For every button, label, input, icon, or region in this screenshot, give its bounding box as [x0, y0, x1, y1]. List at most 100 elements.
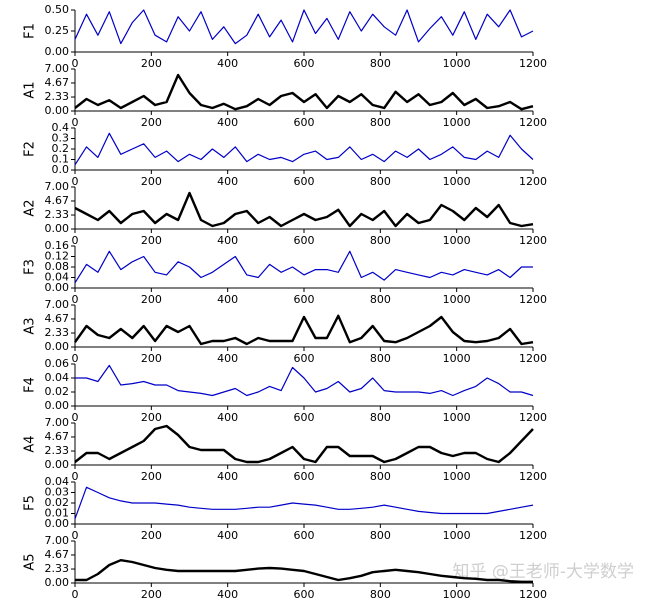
- x-tick-label: 400: [217, 234, 238, 247]
- x-tick-label: 600: [294, 529, 315, 542]
- x-tick-label: 1000: [443, 588, 471, 600]
- y-tick-label: 0.00: [45, 222, 70, 235]
- x-tick-label: 1200: [519, 411, 547, 424]
- y-axis-label: F4: [23, 377, 38, 393]
- x-tick-label: 600: [294, 470, 315, 483]
- x-tick-label: 1200: [519, 293, 547, 306]
- y-axis-label: F5: [23, 495, 38, 511]
- x-tick-label: 0: [72, 116, 79, 129]
- y-tick-label: 7.00: [45, 534, 70, 547]
- x-tick-label: 200: [141, 352, 162, 365]
- x-tick-label: 0: [72, 57, 79, 70]
- x-tick-label: 200: [141, 57, 162, 70]
- y-tick-label: 0.12: [45, 250, 70, 263]
- x-tick-label: 400: [217, 175, 238, 188]
- signal-line: [74, 486, 534, 520]
- x-tick-label: 0: [72, 234, 79, 247]
- y-tick-label: 0.04: [45, 475, 70, 488]
- x-tick-label: 0: [72, 293, 79, 306]
- y-tick-label: 0.0: [52, 163, 70, 176]
- x-tick-label: 200: [141, 175, 162, 188]
- x-tick-label: 0: [72, 470, 79, 483]
- y-tick-label: 0.06: [45, 357, 70, 370]
- x-tick-label: 200: [141, 293, 162, 306]
- signal-line: [74, 314, 534, 346]
- x-tick-label: 400: [217, 352, 238, 365]
- x-tick-label: 800: [370, 411, 391, 424]
- x-tick-label: 1000: [443, 470, 471, 483]
- y-axis-label: F1: [23, 23, 38, 39]
- x-tick-label: 1000: [443, 175, 471, 188]
- signal-line: [74, 73, 534, 111]
- x-tick-label: 1000: [443, 529, 471, 542]
- x-tick-label: 1000: [443, 411, 471, 424]
- x-tick-label: 400: [217, 411, 238, 424]
- x-tick-label: 600: [294, 234, 315, 247]
- y-tick-label: 7.00: [45, 416, 70, 429]
- x-tick-label: 200: [141, 588, 162, 600]
- x-tick-label: 1000: [443, 116, 471, 129]
- y-tick-label: 0.00: [45, 517, 70, 530]
- y-tick-label: 0.16: [45, 239, 70, 252]
- y-axis-label: A3: [23, 317, 38, 334]
- x-tick-label: 600: [294, 411, 315, 424]
- x-tick-label: 800: [370, 234, 391, 247]
- x-tick-label: 1000: [443, 293, 471, 306]
- y-tick-label: 0.02: [45, 496, 70, 509]
- y-tick-label: 0.00: [45, 340, 70, 353]
- y-axis-label: A4: [23, 435, 38, 452]
- x-tick-label: 600: [294, 175, 315, 188]
- x-tick-label: 1000: [443, 57, 471, 70]
- y-tick-label: 2.33: [45, 90, 70, 103]
- x-tick-label: 800: [370, 352, 391, 365]
- y-tick-label: 0.01: [45, 507, 70, 520]
- x-tick-label: 800: [370, 588, 391, 600]
- x-tick-label: 200: [141, 234, 162, 247]
- y-tick-label: 0.08: [45, 260, 70, 273]
- watermark: 知乎 @王老师-大学数学: [452, 562, 634, 582]
- y-tick-label: 0.00: [45, 458, 70, 471]
- x-tick-label: 800: [370, 175, 391, 188]
- x-tick-label: 400: [217, 293, 238, 306]
- x-tick-label: 1200: [519, 234, 547, 247]
- y-tick-label: 2.33: [45, 562, 70, 575]
- y-tick-label: 0.50: [45, 3, 70, 16]
- y-tick-label: 4.67: [45, 76, 70, 89]
- x-tick-label: 400: [217, 116, 238, 129]
- y-tick-label: 7.00: [45, 180, 70, 193]
- x-tick-label: 600: [294, 352, 315, 365]
- x-tick-label: 1200: [519, 116, 547, 129]
- x-tick-label: 600: [294, 57, 315, 70]
- y-tick-label: 0.03: [45, 486, 70, 499]
- x-tick-label: 0: [72, 352, 79, 365]
- y-tick-label: 0.00: [45, 399, 70, 412]
- y-tick-label: 4.67: [45, 430, 70, 443]
- x-tick-label: 200: [141, 529, 162, 542]
- y-tick-label: 0.3: [52, 132, 70, 145]
- x-tick-label: 800: [370, 470, 391, 483]
- y-tick-label: 0.00: [45, 281, 70, 294]
- x-tick-label: 600: [294, 293, 315, 306]
- y-axis-label: F3: [23, 259, 38, 275]
- x-tick-label: 1200: [519, 470, 547, 483]
- y-tick-label: 0.04: [45, 271, 70, 284]
- y-tick-label: 2.33: [45, 208, 70, 221]
- x-tick-label: 0: [72, 529, 79, 542]
- y-axis-label: F2: [23, 141, 38, 157]
- x-tick-label: 400: [217, 470, 238, 483]
- x-tick-label: 800: [370, 57, 391, 70]
- x-tick-label: 0: [72, 411, 79, 424]
- signal-line: [75, 559, 533, 583]
- y-tick-label: 0.2: [52, 142, 70, 155]
- y-tick-label: 4.67: [45, 548, 70, 561]
- y-tick-label: 2.33: [45, 326, 70, 339]
- y-tick-label: 7.00: [45, 62, 70, 75]
- y-tick-label: 0.02: [45, 385, 70, 398]
- x-tick-label: 1200: [519, 529, 547, 542]
- x-tick-label: 1000: [443, 234, 471, 247]
- x-tick-label: 1200: [519, 175, 547, 188]
- x-tick-label: 1000: [443, 352, 471, 365]
- x-tick-label: 600: [294, 116, 315, 129]
- x-tick-label: 0: [72, 588, 79, 600]
